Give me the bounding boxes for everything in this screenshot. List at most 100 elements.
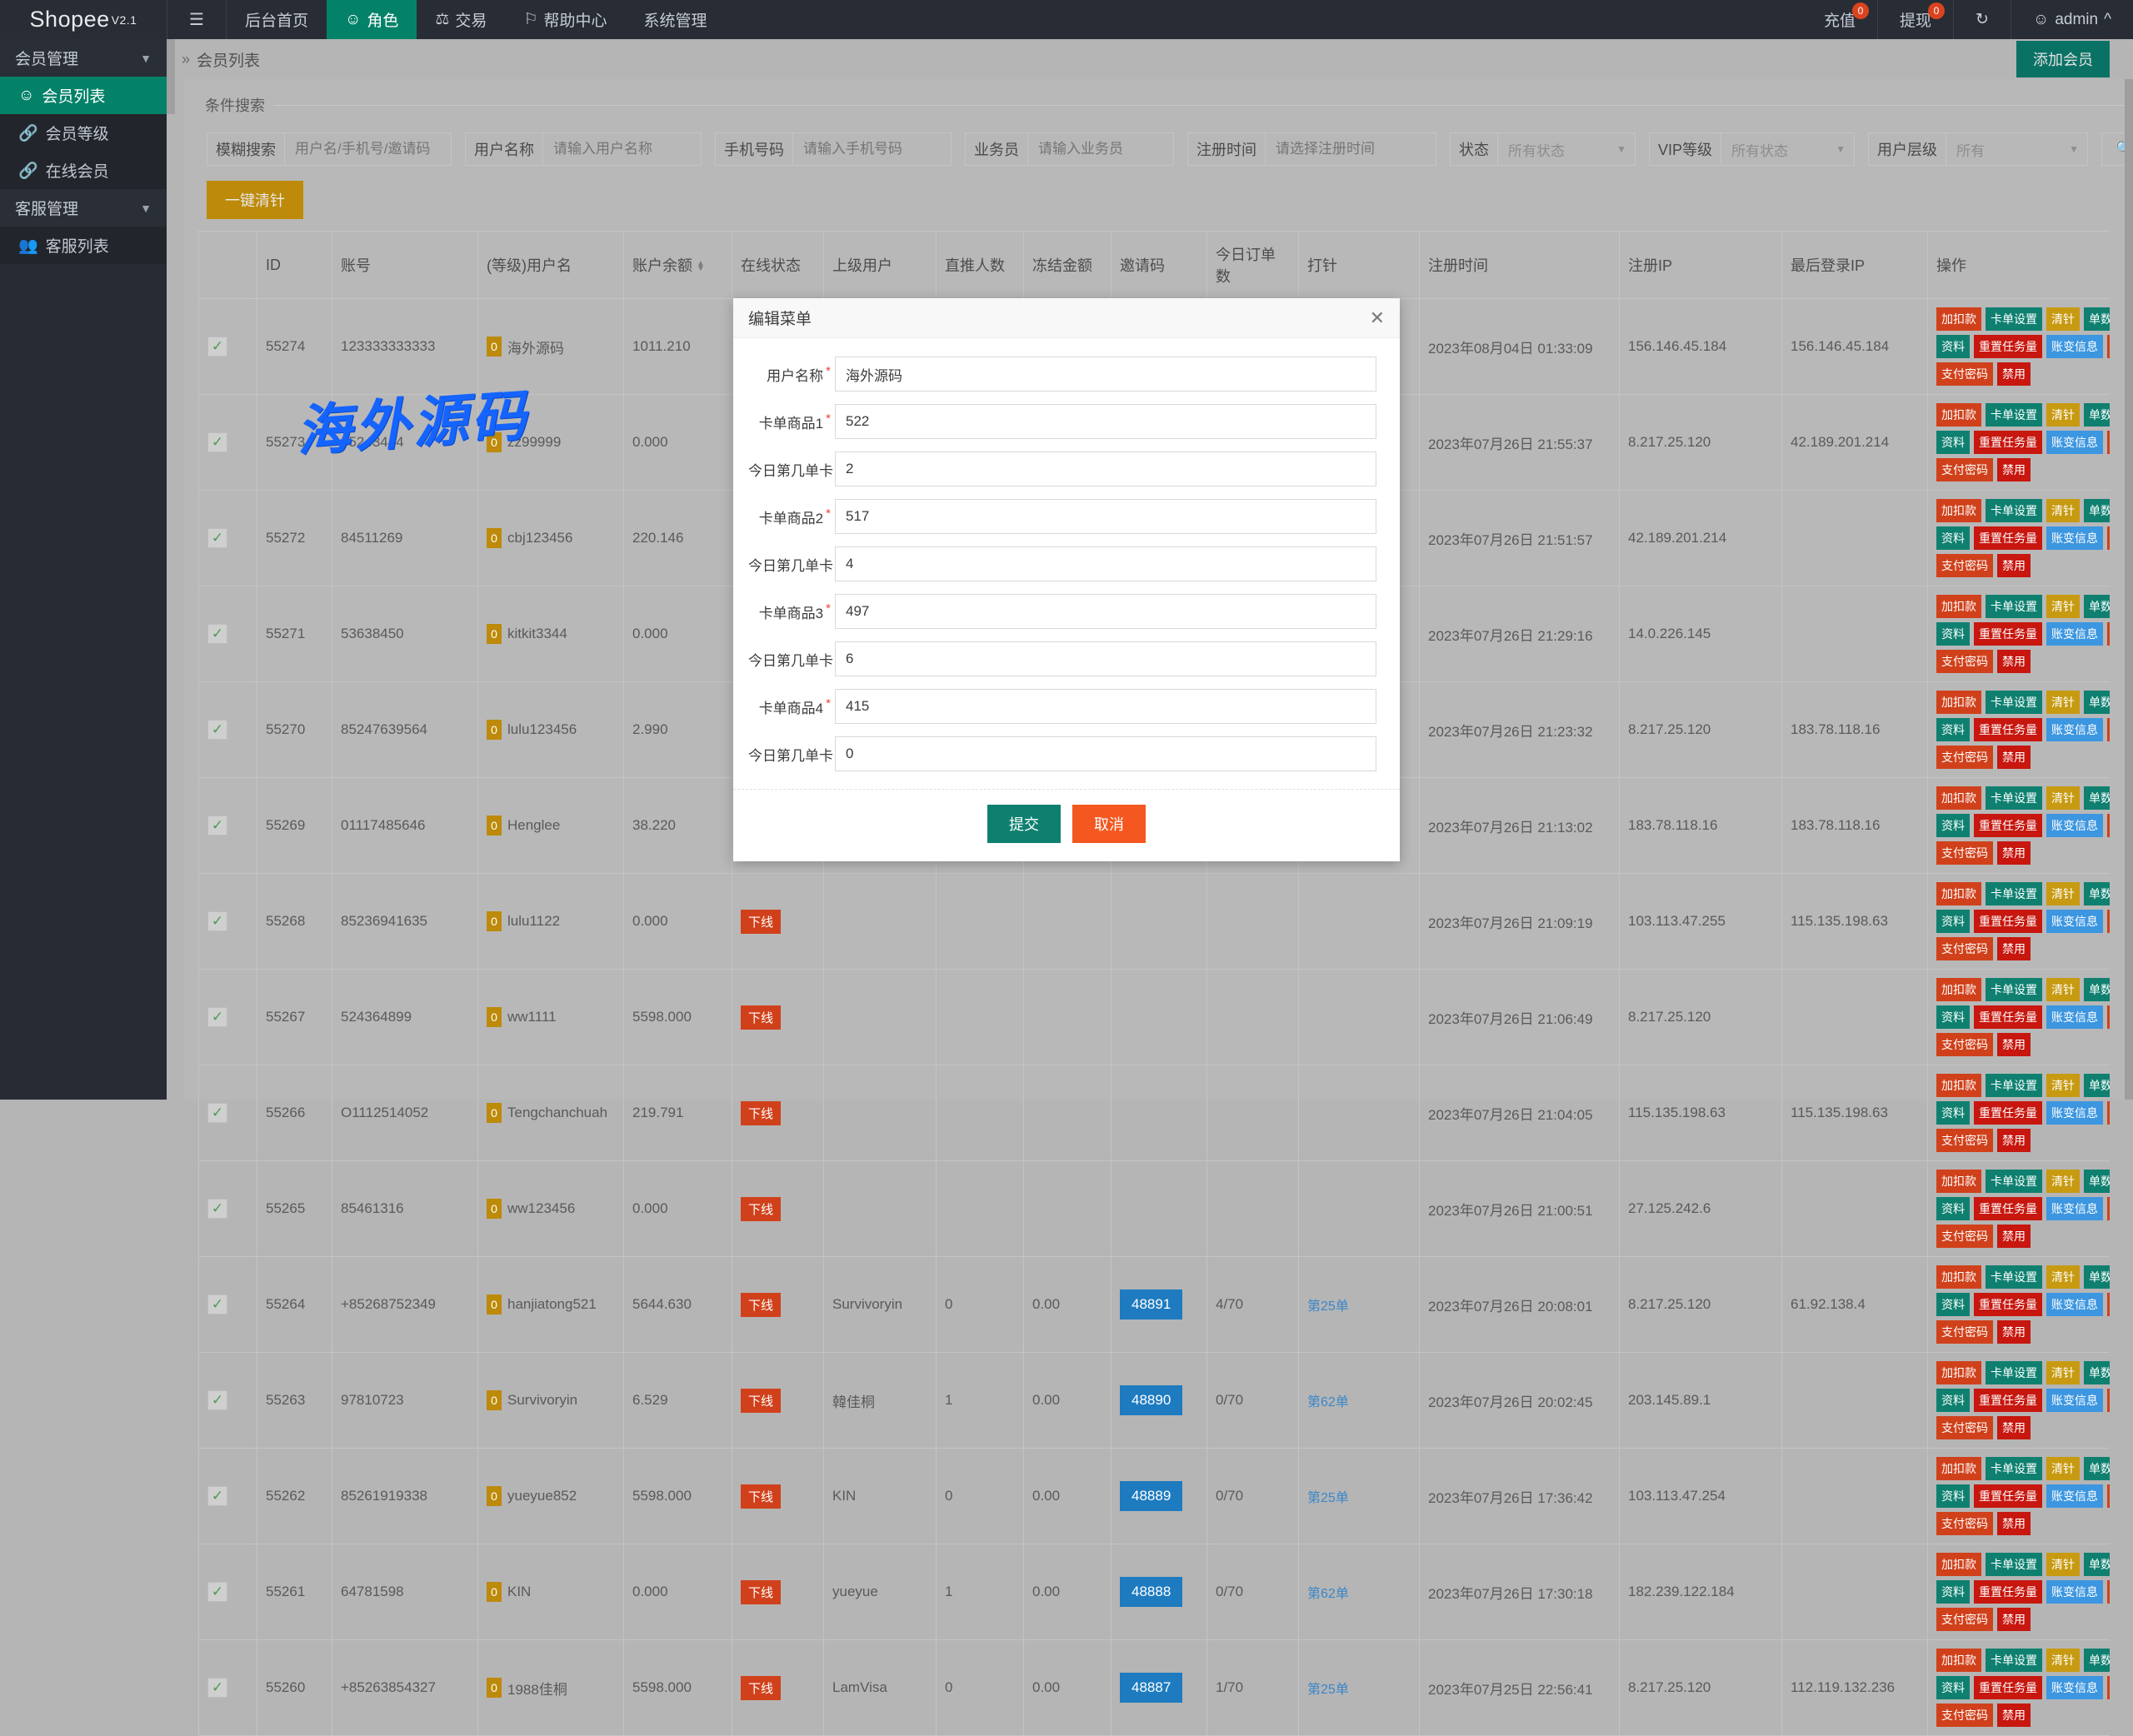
action-button-2[interactable]: 清针 bbox=[2046, 1170, 2080, 1193]
action-button-9[interactable]: 支付密码 bbox=[1936, 1129, 1993, 1152]
action-button-1[interactable]: 卡单设置 bbox=[1986, 1553, 2042, 1576]
action-button-10[interactable]: 禁用 bbox=[1997, 1320, 2031, 1344]
action-button-3[interactable]: 单数模式 bbox=[2084, 1553, 2110, 1576]
action-button-1[interactable]: 卡单设置 bbox=[1986, 1361, 2042, 1384]
action-button-10[interactable]: 禁用 bbox=[1997, 1416, 2031, 1439]
modal-field-input-5[interactable] bbox=[835, 594, 1376, 629]
modal-field-input-0[interactable] bbox=[835, 357, 1376, 392]
action-button-0[interactable]: 加扣款 bbox=[1936, 1361, 1981, 1384]
modal-field-input-1[interactable] bbox=[835, 404, 1376, 439]
action-button-10[interactable]: 禁用 bbox=[1997, 1512, 2031, 1535]
row-checkbox[interactable]: ✓ bbox=[207, 1103, 227, 1123]
modal-field-input-6[interactable] bbox=[835, 641, 1376, 676]
action-button-3[interactable]: 单数模式 bbox=[2084, 1265, 2110, 1289]
action-button-9[interactable]: 支付密码 bbox=[1936, 1512, 1993, 1535]
row-checkbox[interactable]: ✓ bbox=[207, 1486, 227, 1506]
invite-code-badge[interactable]: 48888 bbox=[1120, 1577, 1182, 1607]
invite-code-badge[interactable]: 48887 bbox=[1120, 1673, 1182, 1703]
action-button-0[interactable]: 加扣款 bbox=[1936, 1457, 1981, 1480]
needle-link[interactable]: 第25单 bbox=[1307, 1300, 1349, 1314]
action-button-9[interactable]: 支付密码 bbox=[1936, 1320, 1993, 1344]
modal-field-label-text: 今日第几单卡 bbox=[748, 653, 833, 669]
action-button-5[interactable]: 资料 bbox=[1936, 1580, 1970, 1604]
action-button-1[interactable]: 卡单设置 bbox=[1986, 1265, 2042, 1289]
action-button-3[interactable]: 单数模式 bbox=[2084, 1361, 2110, 1384]
action-button-6[interactable]: 重置任务量 bbox=[1974, 1101, 2042, 1125]
action-button-5[interactable]: 资料 bbox=[1936, 1101, 1970, 1125]
action-button-5[interactable]: 资料 bbox=[1936, 1389, 1970, 1412]
invite-code-badge[interactable]: 48890 bbox=[1120, 1385, 1182, 1415]
action-button-0[interactable]: 加扣款 bbox=[1936, 1553, 1981, 1576]
action-button-8[interactable]: 登陆密码 bbox=[2107, 1484, 2110, 1508]
action-button-2[interactable]: 清针 bbox=[2046, 1265, 2080, 1289]
action-button-9[interactable]: 支付密码 bbox=[1936, 1608, 1993, 1631]
close-icon[interactable]: ✕ bbox=[1370, 309, 1385, 327]
action-button-9[interactable]: 支付密码 bbox=[1936, 1704, 1993, 1727]
needle-link[interactable]: 第25单 bbox=[1307, 1683, 1349, 1697]
action-button-8[interactable]: 登陆密码 bbox=[2107, 1580, 2110, 1604]
action-button-3[interactable]: 单数模式 bbox=[2084, 1457, 2110, 1480]
modal-field-input-2[interactable] bbox=[835, 451, 1376, 486]
submit-button[interactable]: 提交 bbox=[987, 805, 1061, 843]
action-button-7[interactable]: 账变信息 bbox=[2046, 1580, 2103, 1604]
needle-link[interactable]: 第62单 bbox=[1307, 1395, 1349, 1409]
action-button-5[interactable]: 资料 bbox=[1936, 1484, 1970, 1508]
action-button-3[interactable]: 单数模式 bbox=[2084, 1649, 2110, 1672]
action-button-10[interactable]: 禁用 bbox=[1997, 1608, 2031, 1631]
action-button-5[interactable]: 资料 bbox=[1936, 1293, 1970, 1316]
action-button-7[interactable]: 账变信息 bbox=[2046, 1293, 2103, 1316]
action-button-6[interactable]: 重置任务量 bbox=[1974, 1293, 2042, 1316]
action-button-7[interactable]: 账变信息 bbox=[2046, 1389, 2103, 1412]
action-button-10[interactable]: 禁用 bbox=[1997, 1129, 2031, 1152]
action-button-0[interactable]: 加扣款 bbox=[1936, 1170, 1981, 1193]
row-checkbox[interactable]: ✓ bbox=[207, 1295, 227, 1314]
action-button-6[interactable]: 重置任务量 bbox=[1974, 1676, 2042, 1699]
action-button-1[interactable]: 卡单设置 bbox=[1986, 1457, 2042, 1480]
action-button-5[interactable]: 资料 bbox=[1936, 1197, 1970, 1220]
action-button-9[interactable]: 支付密码 bbox=[1936, 1416, 1993, 1439]
action-button-6[interactable]: 重置任务量 bbox=[1974, 1580, 2042, 1604]
invite-code-badge[interactable]: 48889 bbox=[1120, 1481, 1182, 1511]
action-button-2[interactable]: 清针 bbox=[2046, 1457, 2080, 1480]
row-account: +85263854327 bbox=[332, 1640, 478, 1736]
modal-field-input-4[interactable] bbox=[835, 546, 1376, 581]
needle-link[interactable]: 第62单 bbox=[1307, 1587, 1349, 1601]
action-button-6[interactable]: 重置任务量 bbox=[1974, 1389, 2042, 1412]
modal-field-input-3[interactable] bbox=[835, 499, 1376, 534]
action-button-7[interactable]: 账变信息 bbox=[2046, 1484, 2103, 1508]
row-today-orders: 0/70 bbox=[1207, 1449, 1299, 1544]
action-button-7[interactable]: 账变信息 bbox=[2046, 1676, 2103, 1699]
action-button-5[interactable]: 资料 bbox=[1936, 1676, 1970, 1699]
action-button-8[interactable]: 登陆密码 bbox=[2107, 1389, 2110, 1412]
row-today-orders: 0/70 bbox=[1207, 1544, 1299, 1640]
action-button-2[interactable]: 清针 bbox=[2046, 1553, 2080, 1576]
action-button-10[interactable]: 禁用 bbox=[1997, 1225, 2031, 1248]
cancel-button[interactable]: 取消 bbox=[1072, 805, 1146, 843]
action-button-2[interactable]: 清针 bbox=[2046, 1649, 2080, 1672]
action-button-8[interactable]: 登陆密码 bbox=[2107, 1676, 2110, 1699]
action-button-0[interactable]: 加扣款 bbox=[1936, 1265, 1981, 1289]
action-button-8[interactable]: 登陆密码 bbox=[2107, 1101, 2110, 1125]
action-button-7[interactable]: 账变信息 bbox=[2046, 1101, 2103, 1125]
invite-code-badge[interactable]: 48891 bbox=[1120, 1290, 1182, 1319]
action-button-6[interactable]: 重置任务量 bbox=[1974, 1197, 2042, 1220]
row-checkbox[interactable]: ✓ bbox=[207, 1678, 227, 1698]
action-button-6[interactable]: 重置任务量 bbox=[1974, 1484, 2042, 1508]
needle-link[interactable]: 第25单 bbox=[1307, 1491, 1349, 1505]
action-button-1[interactable]: 卡单设置 bbox=[1986, 1649, 2042, 1672]
row-checkbox[interactable]: ✓ bbox=[207, 1199, 227, 1219]
action-button-0[interactable]: 加扣款 bbox=[1936, 1649, 1981, 1672]
action-button-group: 加扣款卡单设置清针单数模式结算卡资料重置任务量账变信息登陆密码支付密码禁用 bbox=[1936, 1265, 2110, 1344]
action-button-3[interactable]: 单数模式 bbox=[2084, 1170, 2110, 1193]
modal-field-input-7[interactable] bbox=[835, 689, 1376, 724]
action-button-2[interactable]: 清针 bbox=[2046, 1361, 2080, 1384]
action-button-1[interactable]: 卡单设置 bbox=[1986, 1170, 2042, 1193]
row-checkbox[interactable]: ✓ bbox=[207, 1582, 227, 1602]
action-button-7[interactable]: 账变信息 bbox=[2046, 1197, 2103, 1220]
action-button-9[interactable]: 支付密码 bbox=[1936, 1225, 1993, 1248]
row-checkbox[interactable]: ✓ bbox=[207, 1390, 227, 1410]
action-button-10[interactable]: 禁用 bbox=[1997, 1704, 2031, 1727]
action-button-8[interactable]: 登陆密码 bbox=[2107, 1197, 2110, 1220]
action-button-8[interactable]: 登陆密码 bbox=[2107, 1293, 2110, 1316]
modal-field-input-8[interactable] bbox=[835, 736, 1376, 771]
